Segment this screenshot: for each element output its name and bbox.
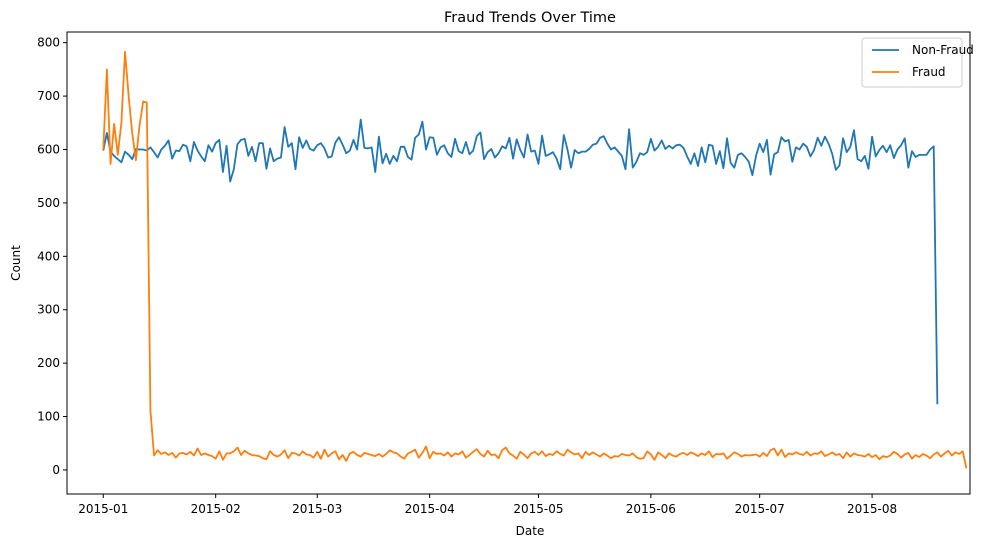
y-tick-label: 600 [37, 143, 60, 157]
x-tick-label: 2015-07 [735, 502, 785, 516]
x-axis-label: Date [516, 524, 545, 538]
y-tick-label: 700 [37, 89, 60, 103]
legend-label-non-fraud: Non-Fraud [912, 43, 974, 57]
x-tick-label: 2015-06 [626, 502, 676, 516]
x-tick-label: 2015-05 [513, 502, 563, 516]
x-tick-label: 2015-03 [292, 502, 342, 516]
x-tick-label: 2015-01 [78, 502, 128, 516]
y-tick-label: 100 [37, 410, 60, 424]
y-tick-label: 400 [37, 249, 60, 263]
plot-lines [102, 50, 968, 469]
y-tick-label: 0 [52, 463, 60, 477]
legend: Non-Fraud Fraud [861, 37, 974, 88]
x-axis-ticks: 2015-01 2015-02 2015-03 2015-04 2015-05 2015-… [78, 494, 897, 516]
series-line-non-fraud [102, 118, 939, 405]
x-tick-label: 2015-08 [847, 502, 897, 516]
y-tick-label: 300 [37, 303, 60, 317]
legend-label-fraud: Fraud [912, 65, 946, 79]
plot-frame [66, 31, 971, 495]
chart-title: Fraud Trends Over Time [444, 10, 616, 26]
y-tick-label: 800 [37, 36, 60, 50]
series-line-fraud [102, 50, 968, 469]
y-tick-label: 200 [37, 356, 60, 370]
x-tick-label: 2015-02 [191, 502, 241, 516]
y-axis-label: Count [9, 245, 23, 281]
x-tick-label: 2015-04 [405, 502, 455, 516]
y-tick-label: 500 [37, 196, 60, 210]
y-axis-ticks: 0 100 200 300 400 500 600 700 800 [37, 36, 67, 477]
